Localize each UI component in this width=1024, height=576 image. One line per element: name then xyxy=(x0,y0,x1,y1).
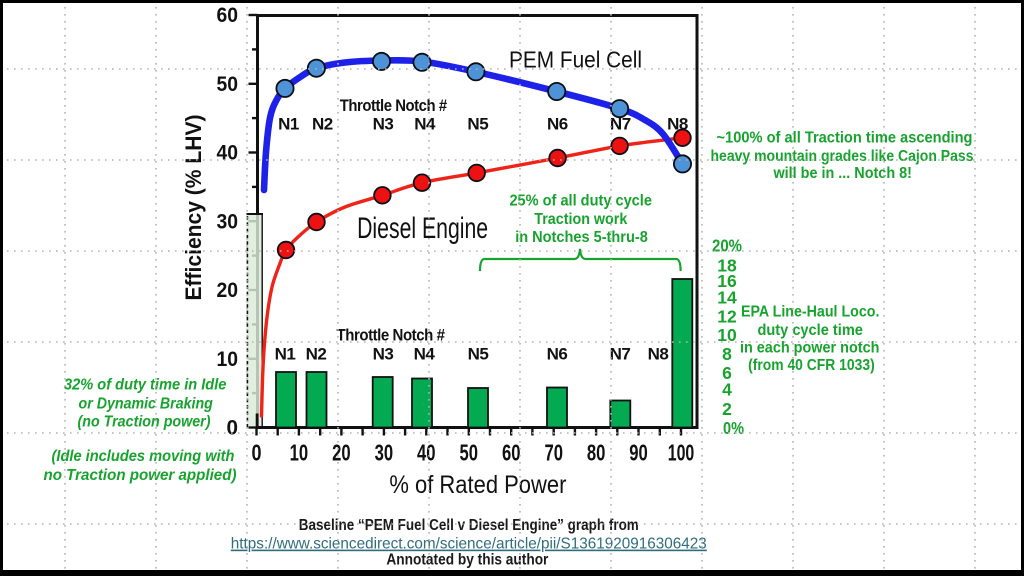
svg-text:PEM Fuel Cell: PEM Fuel Cell xyxy=(509,46,642,72)
svg-text:14: 14 xyxy=(717,288,737,308)
svg-text:will be in ... Notch 8!: will be in ... Notch 8! xyxy=(773,165,912,182)
svg-text:Efficiency (% LHV): Efficiency (% LHV) xyxy=(181,115,206,301)
svg-text:60: 60 xyxy=(217,4,239,27)
svg-text:10: 10 xyxy=(290,440,309,466)
svg-text:N4: N4 xyxy=(414,115,436,134)
svg-text:Traction work: Traction work xyxy=(534,211,627,228)
svg-text:8: 8 xyxy=(722,344,732,364)
svg-text:N1: N1 xyxy=(278,115,299,134)
svg-text:Diesel Engine: Diesel Engine xyxy=(357,212,488,245)
svg-text:Annotated by this author: Annotated by this author xyxy=(386,551,548,568)
svg-text:2: 2 xyxy=(722,399,732,419)
svg-text:40: 40 xyxy=(417,440,436,466)
svg-text:N3: N3 xyxy=(373,345,394,364)
svg-text:N2: N2 xyxy=(306,345,327,364)
svg-text:10: 10 xyxy=(717,325,737,345)
svg-text:12: 12 xyxy=(717,307,737,327)
svg-text:N3: N3 xyxy=(373,115,394,134)
svg-text:N2: N2 xyxy=(312,115,333,134)
svg-text:https://www.sciencedirect.com/: https://www.sciencedirect.com/science/ar… xyxy=(231,536,707,553)
svg-text:N7: N7 xyxy=(610,115,631,134)
svg-text:duty cycle time: duty cycle time xyxy=(757,322,863,339)
svg-text:N6: N6 xyxy=(547,115,568,134)
svg-text:(Idle includes moving with: (Idle includes moving with xyxy=(52,448,235,465)
svg-text:Throttle Notch #: Throttle Notch # xyxy=(337,325,446,344)
svg-text:~100% of all Traction time asc: ~100% of all Traction time ascending xyxy=(717,129,973,146)
svg-text:50: 50 xyxy=(217,73,239,96)
svg-text:EPA Line-Haul Loco.: EPA Line-Haul Loco. xyxy=(741,303,879,320)
svg-text:% of Rated Power: % of Rated Power xyxy=(389,471,566,499)
svg-text:Throttle Notch #: Throttle Notch # xyxy=(340,96,448,115)
svg-text:N6: N6 xyxy=(547,345,568,364)
svg-text:0: 0 xyxy=(227,417,239,440)
svg-text:in each power notch: in each power notch xyxy=(740,340,880,357)
svg-text:heavy mountain grades like Caj: heavy mountain grades like Cajon Pass xyxy=(711,148,974,165)
svg-text:40: 40 xyxy=(217,142,239,165)
svg-text:no Traction power applied): no Traction power applied) xyxy=(44,467,237,484)
svg-text:50: 50 xyxy=(460,440,479,466)
svg-text:N7: N7 xyxy=(610,345,631,364)
svg-text:N4: N4 xyxy=(414,345,436,364)
svg-text:16: 16 xyxy=(717,271,737,291)
svg-text:(from 40 CFR 1033): (from 40 CFR 1033) xyxy=(748,357,875,374)
svg-text:(no Traction power): (no Traction power) xyxy=(78,414,211,431)
svg-text:0: 0 xyxy=(252,440,262,466)
svg-text:N5: N5 xyxy=(467,115,488,134)
svg-text:4: 4 xyxy=(722,380,732,400)
svg-text:70: 70 xyxy=(544,440,563,466)
svg-text:90: 90 xyxy=(629,440,648,466)
svg-text:N5: N5 xyxy=(468,345,489,364)
svg-text:20: 20 xyxy=(332,440,351,466)
svg-text:20%: 20% xyxy=(712,235,742,255)
svg-text:60: 60 xyxy=(502,440,521,466)
svg-text:30: 30 xyxy=(375,440,394,466)
svg-text:in Notches 5-thru-8: in Notches 5-thru-8 xyxy=(515,229,648,246)
svg-text:N1: N1 xyxy=(275,345,296,364)
svg-text:30: 30 xyxy=(217,210,239,233)
svg-text:32% of duty time in Idle: 32% of duty time in Idle xyxy=(64,377,227,394)
svg-text:25% of all duty cycle: 25% of all duty cycle xyxy=(509,192,652,209)
svg-text:100: 100 xyxy=(668,440,695,466)
svg-text:80: 80 xyxy=(587,440,606,466)
svg-text:Baseline “PEM Fuel Cell v Dies: Baseline “PEM Fuel Cell v Diesel Engine”… xyxy=(299,517,639,534)
svg-text:or Dynamic Braking: or Dynamic Braking xyxy=(79,396,214,413)
svg-text:N8: N8 xyxy=(648,345,669,364)
svg-text:6: 6 xyxy=(722,363,732,383)
svg-text:0%: 0% xyxy=(723,418,744,438)
svg-text:N8: N8 xyxy=(667,115,688,134)
svg-text:10: 10 xyxy=(217,348,239,371)
svg-text:20: 20 xyxy=(217,279,239,302)
svg-text:18: 18 xyxy=(717,255,737,275)
